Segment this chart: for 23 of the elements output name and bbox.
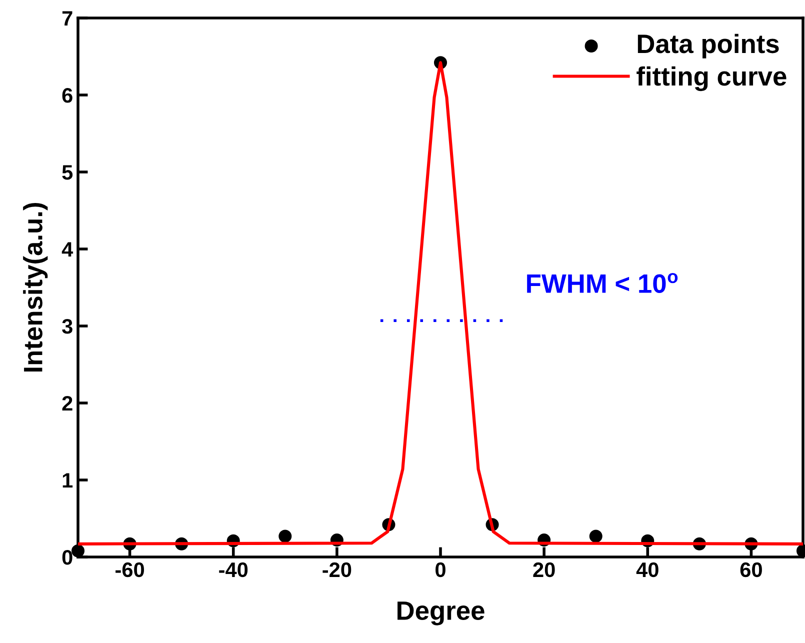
x-tick-label: 40 xyxy=(636,562,658,578)
y-tick-label: 7 xyxy=(62,11,72,26)
x-tick-label: 0 xyxy=(436,562,446,578)
point xyxy=(71,544,85,558)
y-tick-label: 3 xyxy=(62,319,72,334)
point xyxy=(278,530,292,543)
x-axis-title: Degree xyxy=(398,602,484,626)
annotation: FWHM < 10$^{o}$ xyxy=(527,273,678,293)
y-tick-label: 5 xyxy=(62,165,73,180)
point xyxy=(589,530,602,543)
x-tick-label: -60 xyxy=(116,562,144,578)
x-tick-label: -20 xyxy=(322,562,352,578)
y-tick-label: 4 xyxy=(62,242,74,257)
x-tick-label: -40 xyxy=(219,562,248,578)
y-tick-label: 2 xyxy=(62,396,72,411)
y-tick-label: 0 xyxy=(62,550,72,565)
legend-label: fitting curve xyxy=(636,66,786,92)
x-tick-label: 60 xyxy=(740,562,762,578)
y-axis-title: Intensity(a.u.) xyxy=(23,203,48,372)
x-tick-label: 20 xyxy=(533,562,555,578)
y-tick-label: 1 xyxy=(62,473,73,488)
y-tick-label: 6 xyxy=(62,88,72,103)
legend-label: Data points xyxy=(638,34,779,58)
